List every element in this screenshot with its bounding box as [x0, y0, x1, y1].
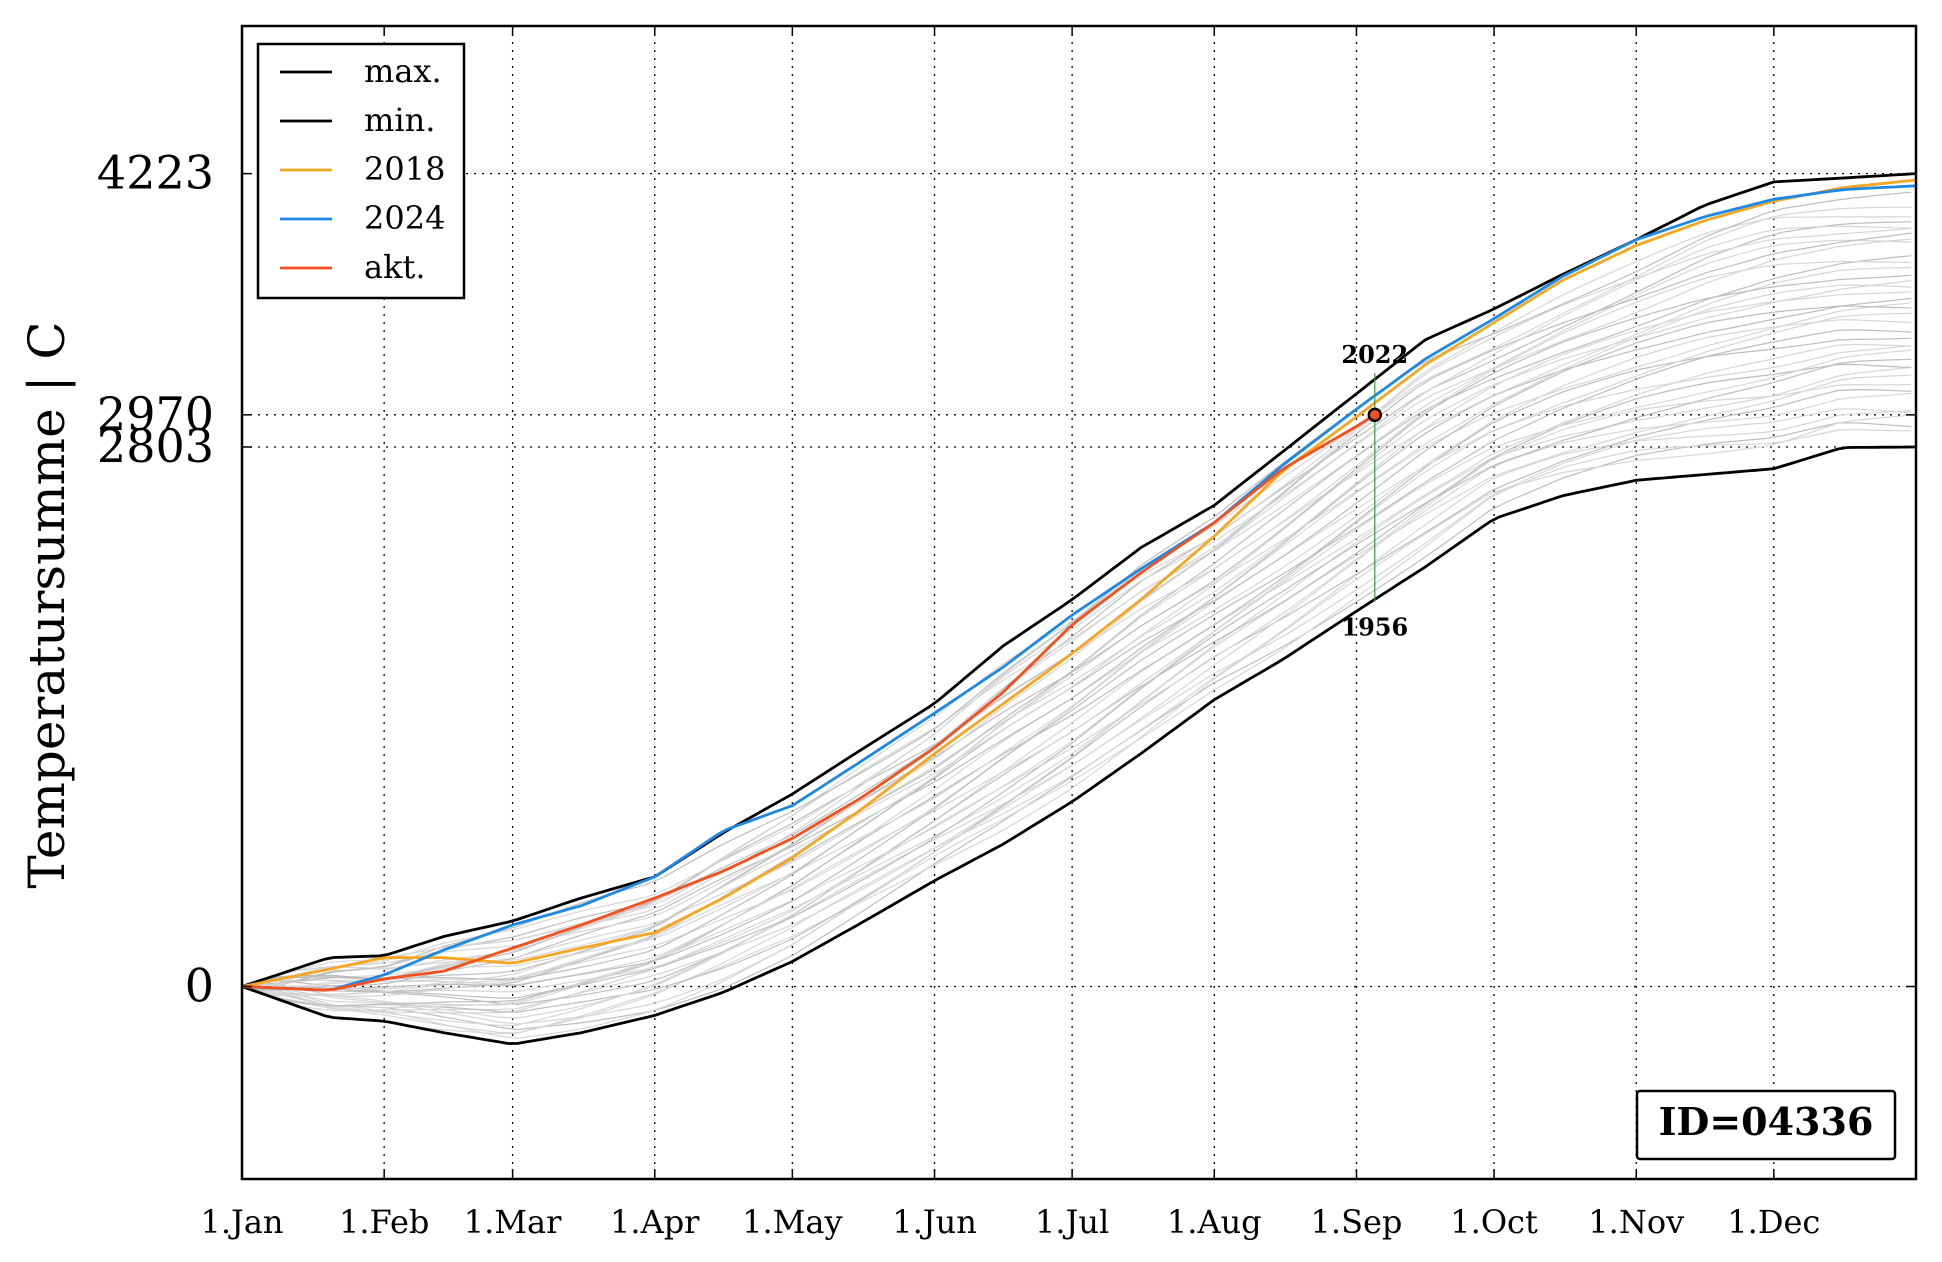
x-axis: 1.Jan 1.Feb 1.Mar 1.Apr 1.May 1.Jun 1.Jul 1.Aug… — [200, 26, 1820, 1241]
background-year-line — [241, 422, 1912, 1031]
legend-label: 2024 — [364, 199, 445, 237]
y-tick-label: 0 — [185, 959, 214, 1013]
background-year-line — [241, 392, 1912, 1026]
annotations: 2022 1956 — [1341, 340, 1408, 641]
x-tick-label: 1.Dec — [1727, 1203, 1820, 1241]
background-year-line — [241, 414, 1912, 1035]
background-year-line — [241, 312, 1912, 997]
x-tick-label: 1.Apr — [610, 1203, 700, 1241]
annotation-min-year: 1956 — [1341, 613, 1408, 642]
background-year-line — [241, 305, 1912, 988]
background-year-line — [241, 374, 1912, 1012]
legend-label: min. — [364, 101, 435, 139]
y-tick-label: 2970 — [97, 387, 214, 441]
current-point-marker — [1367, 407, 1383, 423]
background-year-line — [241, 345, 1912, 1006]
background-year-line — [241, 428, 1912, 1039]
background-year-line — [241, 191, 1912, 991]
x-tick-label: 1.May — [742, 1203, 842, 1241]
background-year-line — [241, 388, 1912, 1013]
station-id-label: ID=04336 — [1659, 1099, 1874, 1144]
x-tick-label: 1.Jul — [1035, 1203, 1109, 1241]
background-year-line — [241, 349, 1912, 1009]
background-year-line — [241, 358, 1912, 1007]
series-line — [241, 178, 1917, 988]
background-year-line — [241, 225, 1912, 988]
legend: max. min. 2018 2024 akt. — [256, 42, 466, 300]
x-tick-label: 1.Jun — [892, 1203, 977, 1241]
background-year-lines — [241, 191, 1912, 1039]
background-year-line — [241, 291, 1912, 988]
grid — [242, 26, 1916, 1179]
background-year-line — [241, 366, 1912, 1014]
series-line — [241, 445, 1916, 1045]
x-tick-label: 1.Nov — [1588, 1203, 1684, 1241]
annotation-max-year: 2022 — [1341, 340, 1408, 369]
background-year-line — [241, 227, 1912, 988]
station-id-box: ID=04336 — [1635, 1089, 1897, 1161]
background-year-line — [241, 383, 1912, 1019]
station-id-frame — [1635, 1089, 1897, 1161]
series-lines — [241, 172, 1917, 1045]
background-year-line — [241, 221, 1912, 991]
x-tick-label: 1.Sep — [1311, 1203, 1403, 1241]
background-year-line — [241, 297, 1912, 993]
series-line — [241, 184, 1917, 992]
background-year-line — [241, 280, 1912, 990]
x-tick-label: 1.Jan — [200, 1203, 283, 1241]
background-year-line — [241, 337, 1912, 999]
x-tick-label: 1.Aug — [1167, 1203, 1262, 1241]
legend-label: max. — [364, 52, 442, 90]
legend-label: 2018 — [364, 150, 445, 188]
background-year-line — [241, 238, 1912, 993]
x-tick-label: 1.Feb — [339, 1203, 429, 1241]
x-tick-label: 1.Mar — [464, 1203, 562, 1241]
background-year-line — [241, 329, 1912, 991]
background-year-line — [241, 266, 1912, 994]
background-year-line — [241, 274, 1912, 988]
legend-label: akt. — [364, 248, 426, 286]
series-line — [241, 413, 1376, 992]
y-axis-label: Temperatursumme | C — [18, 321, 76, 888]
y-tick-label: 2803 — [97, 419, 214, 473]
x-tick-label: 1.Oct — [1450, 1203, 1538, 1241]
background-year-line — [241, 343, 1912, 995]
y-tick-label: 4223 — [97, 146, 214, 200]
plot-frame — [240, 24, 1918, 1181]
